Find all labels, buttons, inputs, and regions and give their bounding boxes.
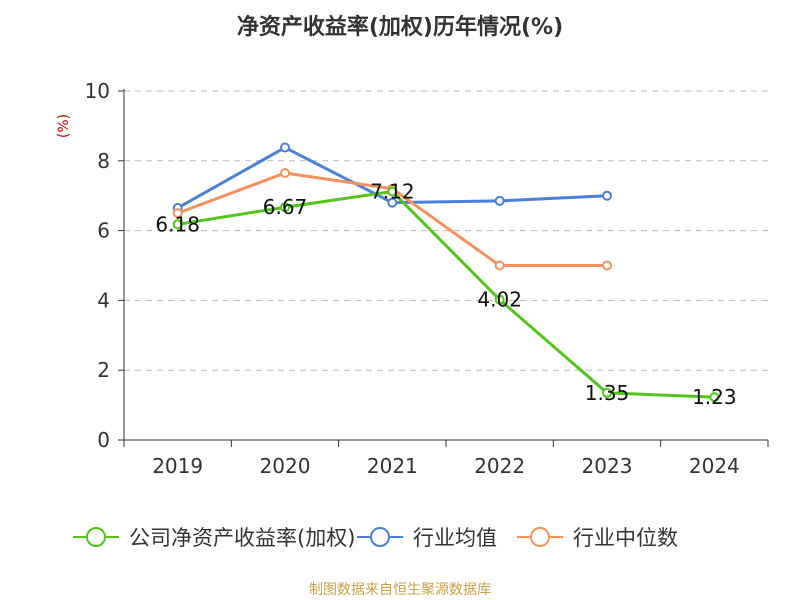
legend-item-2[interactable]: 行业中位数 [517, 526, 678, 550]
data-point-s0-2021 [387, 186, 398, 197]
data-label-2022: 4.02 [477, 288, 522, 312]
data-point-s0-2023 [602, 387, 612, 398]
legend[interactable]: 公司净资产收益率(加权) 行业均值 行业中位数 [73, 526, 678, 550]
data-point-s1-2021 [387, 197, 398, 208]
x-tick-label-2022: 2022 [474, 454, 525, 478]
axes [118, 89, 769, 447]
data-label-2023: 1.35 [585, 381, 630, 405]
data-point-s2-2019 [172, 208, 183, 219]
chart-title: 净资产收益率(加权)历年情况(%) [237, 14, 563, 40]
data-point-s0-2022 [494, 294, 505, 305]
y-tick-label-0: 0 [97, 428, 110, 452]
legend-label-1: 行业均值 [413, 526, 497, 550]
legend-marker-0 [86, 527, 106, 547]
legend-item-0[interactable]: 公司净资产收益率(加权) [73, 526, 355, 550]
data-label-2021: 7.12 [370, 180, 415, 204]
data-point-s0-2024 [709, 392, 720, 403]
data-label-2019: 6.18 [155, 212, 200, 236]
x-tick-label-2021: 2021 [367, 454, 418, 478]
data-label-2024: 1.23 [692, 385, 737, 409]
x-tick-label-2024: 2024 [689, 454, 740, 478]
legend-item-1[interactable]: 行业均值 [357, 526, 497, 550]
data-point-s1-2022 [494, 195, 505, 206]
legend-label-2: 行业中位数 [573, 526, 678, 550]
data-point-s2-2020 [280, 168, 290, 179]
x-tick-labels: 2019 2020 2021 2022 2023 2024 [152, 454, 740, 478]
x-tick-label-2023: 2023 [582, 454, 633, 478]
data-point-s2-2023 [602, 260, 612, 271]
y-tick-label-10: 10 [85, 79, 110, 103]
data-point-s0-2020 [280, 202, 290, 213]
y-tick-label-6: 6 [97, 219, 110, 243]
source-note: 制图数据来自恒生聚源数据库 [309, 582, 491, 598]
data-label-2020: 6.67 [263, 195, 308, 219]
y-tick-label-8: 8 [97, 149, 110, 173]
y-axis-label: (%) [56, 114, 72, 138]
y-tick-labels: 0 2 4 6 8 10 [85, 79, 110, 452]
data-point-s1-2020 [280, 142, 290, 153]
data-point-s0-2019 [172, 219, 183, 230]
data-point-s1-2023 [602, 190, 612, 201]
y-tick-label-4: 4 [97, 288, 110, 312]
legend-marker-1 [370, 527, 390, 547]
series-lines [176, 146, 715, 399]
series-points [172, 142, 720, 403]
y-tick-label-2: 2 [97, 358, 110, 382]
data-labels: 6.18 6.67 7.12 4.02 1.35 1.23 [155, 180, 736, 410]
x-tick-label-2019: 2019 [152, 454, 203, 478]
x-tick-label-2020: 2020 [260, 454, 311, 478]
legend-marker-2 [530, 527, 550, 547]
data-point-s2-2022 [494, 260, 505, 271]
legend-label-0: 公司净资产收益率(加权) [129, 526, 355, 550]
grid-lines [124, 90, 768, 371]
series-line-0 [177, 190, 715, 399]
